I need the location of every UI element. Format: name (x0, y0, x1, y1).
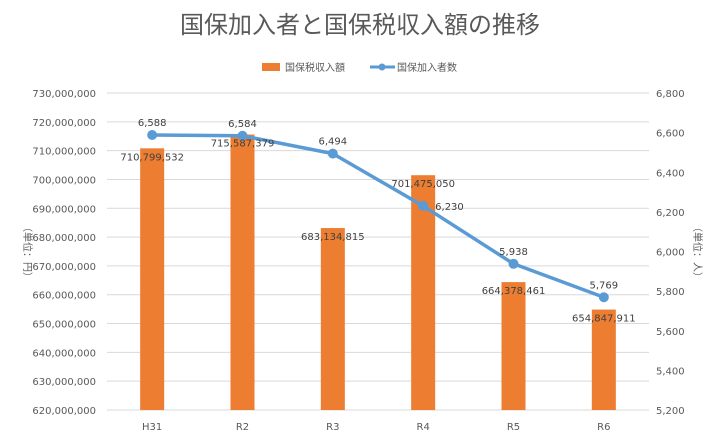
line-point (147, 130, 158, 141)
line-point (598, 292, 609, 303)
y2-tick-label: 5,600 (656, 327, 685, 338)
bar (411, 175, 436, 410)
line-data-label: 6,584 (228, 119, 257, 130)
y2-tick-label: 6,200 (656, 208, 685, 219)
line-path (150, 133, 606, 300)
line-data-label: 6,588 (138, 118, 167, 129)
legend-bar-label: 国保税収入額 (285, 61, 345, 74)
y-tick-label: 640,000,000 (32, 348, 96, 359)
bar-data-label: 701,475,050 (391, 179, 455, 190)
bar-data-label: 654,847,911 (572, 314, 636, 325)
legend-line-label: 国保加入者数 (397, 61, 457, 74)
y2-tick-label: 5,800 (656, 287, 685, 298)
y-tick-label: 710,000,000 (32, 147, 96, 158)
y2-tick-label: 6,400 (656, 168, 685, 179)
x-tick-label: R2 (236, 422, 249, 433)
line-point (418, 200, 429, 211)
bar-series (140, 134, 616, 410)
y2-tick-label: 5,200 (656, 406, 685, 417)
legend-line-marker (378, 63, 386, 71)
bar (320, 228, 345, 410)
line-point (237, 130, 248, 141)
y-tick-label: 630,000,000 (32, 377, 96, 388)
y2-tick-label: 6,000 (656, 248, 685, 259)
y-axis-ticks: 620,000,000 630,000,000 640,000,000 650,000… (32, 89, 96, 417)
legend-bar-swatch (262, 63, 280, 71)
line-data-label: 5,938 (499, 247, 528, 258)
legend: 国保税収入額 国保加入者数 (262, 61, 457, 74)
y2-tick-label: 5,400 (656, 366, 685, 377)
x-tick-label: R4 (417, 422, 430, 433)
line-data-labels: 6,588 6,584 6,494 6,230 5,938 5,769 (138, 118, 618, 291)
y-axis-label: （単位：円） (21, 222, 34, 282)
line-point (327, 148, 338, 159)
y-tick-label: 680,000,000 (32, 233, 96, 244)
y-tick-label: 670,000,000 (32, 262, 96, 273)
line-series (147, 130, 609, 303)
y-tick-label: 700,000,000 (32, 175, 96, 186)
bar-data-label: 710,799,532 (120, 152, 184, 163)
y-tick-label: 620,000,000 (32, 406, 96, 417)
line-data-label: 6,230 (435, 202, 464, 213)
line-point (508, 258, 519, 269)
y-tick-label: 660,000,000 (32, 291, 96, 302)
chart-title: 国保加入者と国保税収入額の推移 (180, 11, 540, 39)
bar-data-labels: 710,799,532 715,587,379 683,134,815 701,475… (120, 139, 635, 325)
y2-axis-ticks: 5,200 5,400 5,600 5,800 6,000 6,200 6,400 6,600… (656, 89, 685, 417)
x-tick-label: R5 (507, 422, 520, 433)
line-data-label: 6,494 (319, 137, 348, 148)
x-axis-ticks: H31 R2 R3 R4 R5 R6 (142, 422, 610, 433)
x-tick-label: H31 (142, 422, 162, 433)
bar (591, 309, 616, 410)
bar (230, 134, 255, 410)
y-tick-label: 730,000,000 (32, 89, 96, 100)
bar-data-label: 664,378,461 (482, 286, 546, 297)
y-tick-label: 720,000,000 (32, 118, 96, 129)
x-tick-label: R6 (597, 422, 610, 433)
grid (107, 92, 649, 411)
bar-data-label: 683,134,815 (301, 232, 365, 243)
x-tick-label: R3 (326, 422, 339, 433)
y-tick-label: 650,000,000 (32, 320, 96, 331)
y2-tick-label: 6,600 (656, 129, 685, 140)
line-data-label: 5,769 (590, 280, 619, 291)
bar-data-label: 715,587,379 (211, 139, 275, 150)
bar (501, 282, 526, 410)
y2-tick-label: 6,800 (656, 89, 685, 100)
y-tick-label: 690,000,000 (32, 204, 96, 215)
bar (140, 148, 165, 410)
y2-axis-label: （単位：人） (691, 222, 704, 282)
